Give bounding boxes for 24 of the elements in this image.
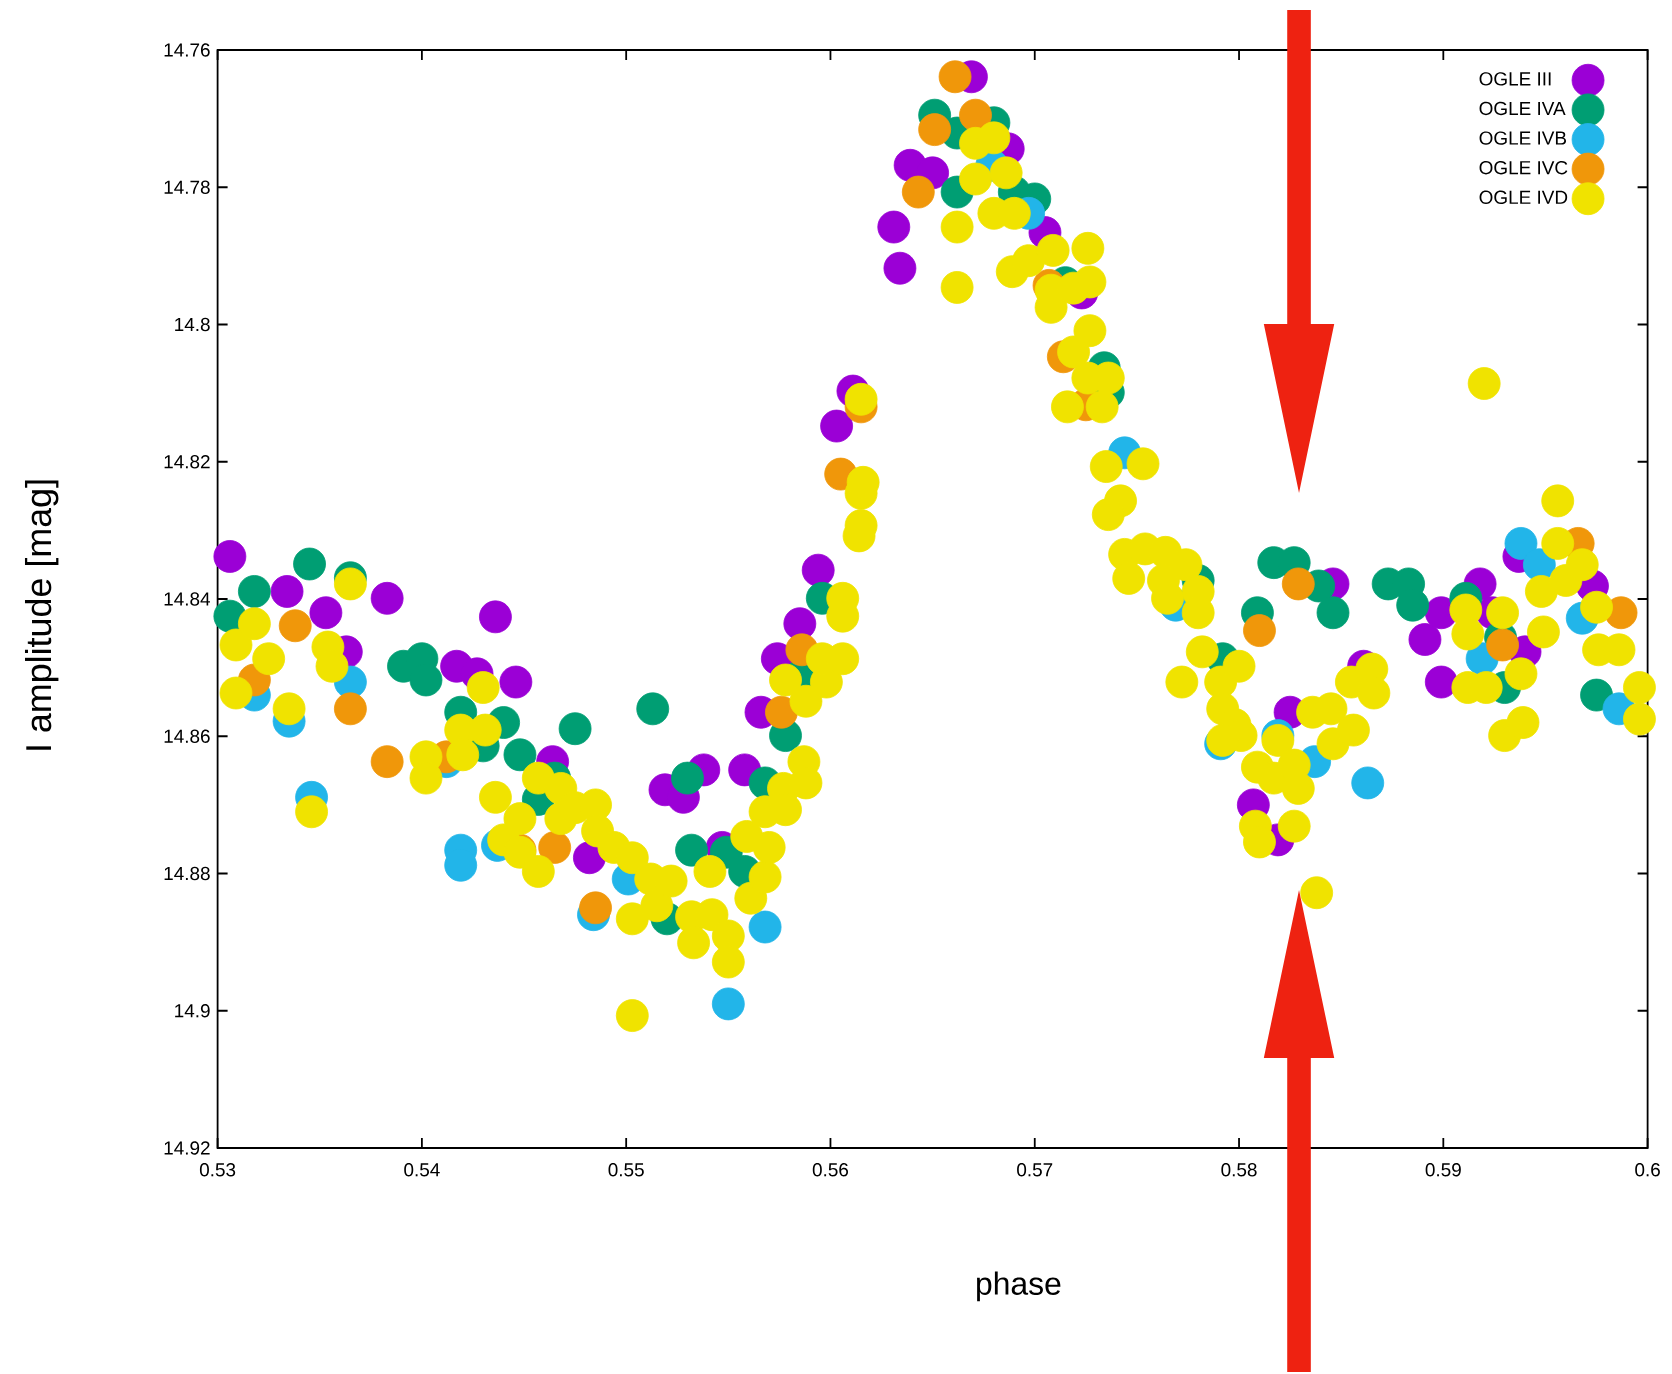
legend-label: OGLE IVC xyxy=(1479,161,1568,175)
x-tick-label: 0.57 xyxy=(1017,1163,1053,1177)
legend-label: OGLE IVD xyxy=(1479,190,1568,205)
x-tick-label: 0.56 xyxy=(812,1163,849,1177)
y-tick-label: 14.78 xyxy=(164,180,210,194)
y-tick-label: 14.92 xyxy=(164,1141,210,1155)
y-tick-label: 14.82 xyxy=(164,455,210,469)
y-tick-label: 14.84 xyxy=(164,592,210,606)
x-tick-label: 0.53 xyxy=(199,1163,236,1177)
y-axis-title: I amplitude [mag] xyxy=(24,480,59,750)
y-tick-label: 14.86 xyxy=(164,729,210,743)
x-tick-label: 0.58 xyxy=(1221,1163,1257,1177)
y-tick-label: 14.88 xyxy=(164,866,210,881)
legend-label: OGLE IVA xyxy=(1479,101,1566,116)
x-tick-label: 0.54 xyxy=(404,1163,440,1177)
x-tick-label: 0.6 xyxy=(1635,1163,1660,1177)
y-tick-label: 14.9 xyxy=(175,1004,210,1018)
y-tick-label: 14.76 xyxy=(164,43,210,57)
x-tick-label: 0.55 xyxy=(608,1163,644,1177)
legend-label: OGLE III xyxy=(1479,72,1551,86)
x-axis-title: phase xyxy=(977,1271,1061,1302)
x-tick-label: 0.59 xyxy=(1425,1163,1461,1177)
y-tick-label: 14.8 xyxy=(175,317,210,332)
legend-label: OGLE IVB xyxy=(1479,131,1567,145)
